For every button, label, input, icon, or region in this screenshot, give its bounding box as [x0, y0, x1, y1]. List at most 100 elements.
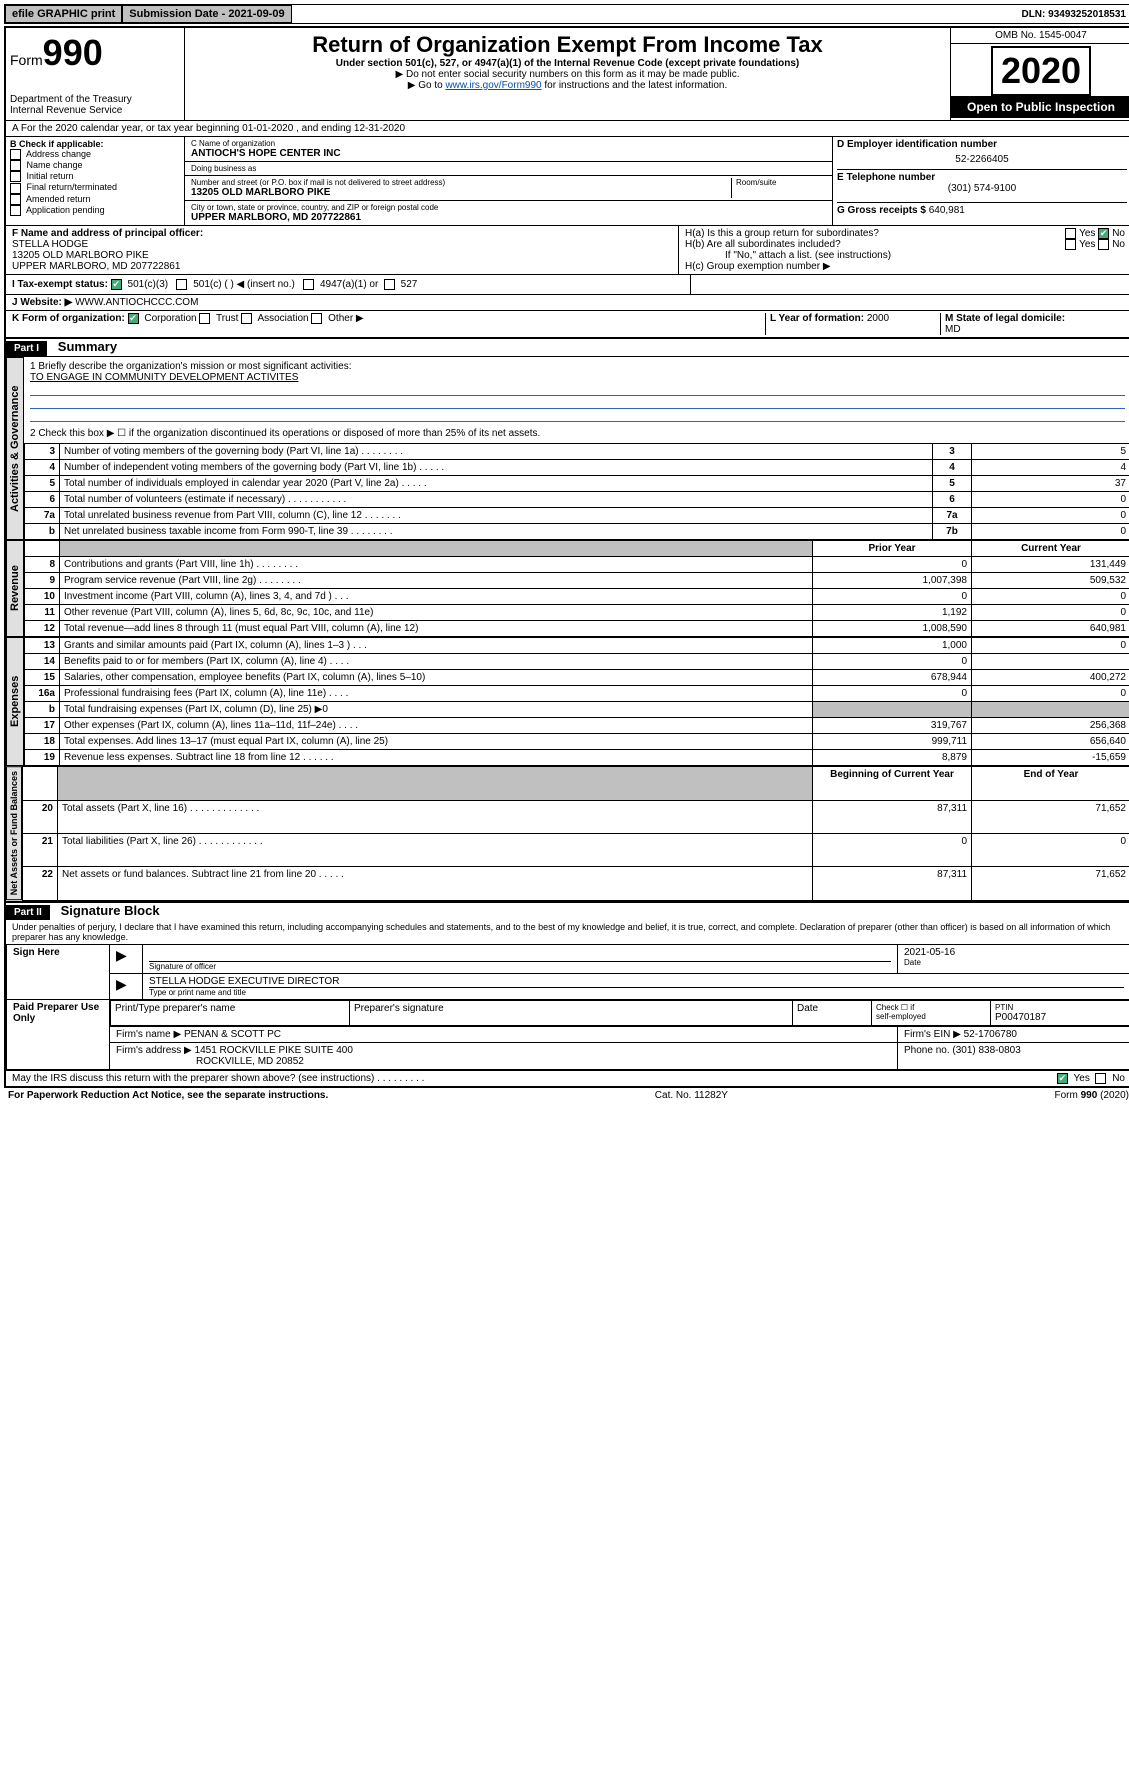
- line-desc: Total liabilities (Part X, line 26) . . …: [58, 834, 813, 867]
- k-option-label: Corporation: [144, 314, 196, 325]
- section-fh: F Name and address of principal officer:…: [6, 225, 1129, 274]
- d-ein: 52-2266405: [837, 154, 1127, 165]
- section-a-line: A For the 2020 calendar year, or tax yea…: [6, 120, 1129, 136]
- current-value: 0: [972, 589, 1129, 605]
- current-value: [972, 702, 1129, 718]
- k-checkbox[interactable]: [199, 313, 210, 324]
- ha-yes-checkbox[interactable]: [1065, 228, 1076, 239]
- discuss-yes-checkbox[interactable]: [1057, 1073, 1068, 1084]
- q1-value: TO ENGAGE IN COMMUNITY DEVELOPMENT ACTIV…: [30, 372, 1125, 383]
- line-number: b: [25, 524, 60, 540]
- b-option-label: Amended return: [26, 194, 91, 204]
- line-number: 9: [25, 573, 60, 589]
- i-501c-checkbox[interactable]: [176, 279, 187, 290]
- line-ref: 4: [933, 460, 972, 476]
- line-desc: Program service revenue (Part VIII, line…: [60, 573, 813, 589]
- i-4947-checkbox[interactable]: [303, 279, 314, 290]
- arrow-icon: ▶: [116, 947, 127, 963]
- section-c: C Name of organization ANTIOCH'S HOPE CE…: [185, 137, 833, 225]
- blank-cell: [23, 767, 58, 800]
- form-note-2: ▶ Go to www.irs.gov/Form990 for instruct…: [193, 80, 942, 91]
- col-hdr-prior: Beginning of Current Year: [813, 767, 972, 800]
- b-options: Address change Name change Initial retur…: [10, 149, 180, 216]
- hb-no-checkbox[interactable]: [1098, 239, 1109, 250]
- line-number: 13: [25, 638, 60, 654]
- l-label: L Year of formation:: [770, 313, 867, 324]
- col-hdr-current: End of Year: [972, 767, 1129, 800]
- prior-value: 1,007,398: [813, 573, 972, 589]
- current-value: 131,449: [972, 557, 1129, 573]
- hb-yes-checkbox[interactable]: [1065, 239, 1076, 250]
- b-option-label: Address change: [26, 149, 91, 159]
- k-checkbox[interactable]: [241, 313, 252, 324]
- prior-value: 8,879: [813, 750, 972, 766]
- section-j: J Website: ▶ WWW.ANTIOCHCCC.COM: [6, 294, 1129, 310]
- arrow-icon: ▶: [116, 976, 127, 992]
- side-revenue: Revenue: [6, 540, 24, 637]
- line-number: 20: [23, 800, 58, 833]
- part1-title: Summary: [50, 339, 117, 354]
- firm-name: PENAN & SCOTT PC: [184, 1029, 281, 1040]
- blank-line: [30, 409, 1125, 422]
- line-value: 5: [972, 444, 1129, 460]
- footer-left: For Paperwork Reduction Act Notice, see …: [8, 1090, 328, 1101]
- form-note-1: ▶ Do not enter social security numbers o…: [193, 69, 942, 80]
- note2-post: for instructions and the latest informat…: [542, 80, 728, 91]
- line-desc: Total assets (Part X, line 16) . . . . .…: [58, 800, 813, 833]
- b-checkbox[interactable]: [10, 205, 21, 216]
- line-value: 0: [972, 508, 1129, 524]
- firm-addr2: ROCKVILLE, MD 20852: [116, 1056, 891, 1067]
- footer-mid: Cat. No. 11282Y: [655, 1090, 728, 1101]
- line-number: 8: [25, 557, 60, 573]
- k-checkbox[interactable]: [311, 313, 322, 324]
- k-label: K Form of organization:: [12, 314, 125, 325]
- dln-label: DLN: 93493252018531: [1015, 7, 1129, 22]
- i-501c3-checkbox[interactable]: [111, 279, 122, 290]
- line-ref: 6: [933, 492, 972, 508]
- current-value: 640,981: [972, 621, 1129, 637]
- b-checkbox[interactable]: [10, 160, 21, 171]
- line-desc: Revenue less expenses. Subtract line 18 …: [60, 750, 813, 766]
- i-527-checkbox[interactable]: [384, 279, 395, 290]
- line-ref: 7a: [933, 508, 972, 524]
- current-value: 400,272: [972, 670, 1129, 686]
- line-number: 19: [25, 750, 60, 766]
- ha-label: H(a) Is this a group return for subordin…: [685, 228, 1065, 239]
- current-value: -15,659: [972, 750, 1129, 766]
- section-b: B Check if applicable: Address change Na…: [6, 137, 185, 225]
- efile-print-button[interactable]: efile GRAPHIC print: [5, 5, 122, 23]
- ha-no-checkbox[interactable]: [1098, 228, 1109, 239]
- line-desc: Professional fundraising fees (Part IX, …: [60, 686, 813, 702]
- line-number: 21: [23, 834, 58, 867]
- b-checkbox[interactable]: [10, 149, 21, 160]
- firm-name-label: Firm's name ▶: [116, 1029, 181, 1040]
- discuss-no-checkbox[interactable]: [1095, 1073, 1106, 1084]
- b-checkbox[interactable]: [10, 183, 21, 194]
- b-checkbox[interactable]: [10, 194, 21, 205]
- line-value: 4: [972, 460, 1129, 476]
- discuss-label: May the IRS discuss this return with the…: [12, 1073, 1057, 1084]
- firm-addr-label: Firm's address ▶: [116, 1045, 192, 1056]
- line-desc: Number of independent voting members of …: [60, 460, 933, 476]
- addr-label: Number and street (or P.O. box if mail i…: [191, 178, 731, 187]
- b-option-label: Name change: [27, 160, 83, 170]
- line-number: 22: [23, 867, 58, 900]
- note2-pre: ▶ Go to: [408, 80, 446, 91]
- k-checkbox[interactable]: [128, 313, 139, 324]
- top-bar: efile GRAPHIC print Submission Date - 20…: [4, 4, 1129, 24]
- prep-name-label: Print/Type preparer's name: [111, 1000, 350, 1025]
- netassets-section: Net Assets or Fund Balances Beginning of…: [6, 766, 1129, 900]
- line-desc: Total number of volunteers (estimate if …: [60, 492, 933, 508]
- i-527: 527: [401, 279, 418, 290]
- form-header: Form990 Department of the Treasury Inter…: [6, 28, 1129, 120]
- instructions-link[interactable]: www.irs.gov/Form990: [445, 80, 541, 91]
- b-checkbox[interactable]: [10, 171, 21, 182]
- hc-label: H(c) Group exemption number ▶: [685, 261, 1125, 272]
- page-footer: For Paperwork Reduction Act Notice, see …: [4, 1088, 1129, 1103]
- line-value: 37: [972, 476, 1129, 492]
- part2-badge: Part II: [6, 905, 50, 920]
- f-name: STELLA HODGE: [12, 239, 672, 250]
- line-number: 11: [25, 605, 60, 621]
- i-label: I Tax-exempt status:: [12, 279, 108, 290]
- netassets-table: Beginning of Current YearEnd of Year 20To…: [22, 766, 1129, 900]
